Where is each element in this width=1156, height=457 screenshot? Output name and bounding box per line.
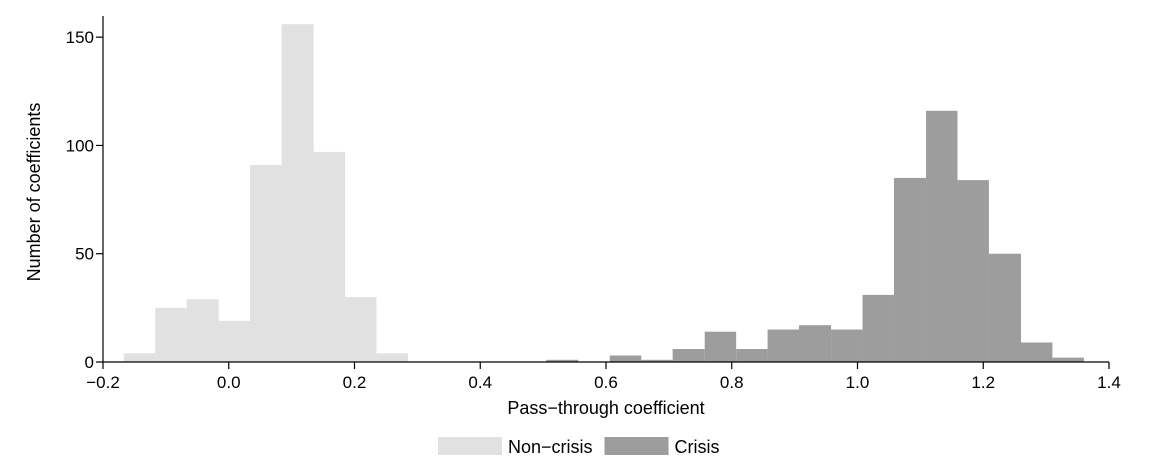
bar-crisis-2 [641,359,673,362]
x-tick-label: 0.8 [720,373,744,392]
x-tick-label: 0.6 [594,373,618,392]
y-axis-title: Number of coefficients [24,103,44,282]
bar-crisis-6 [767,329,800,362]
bar-crisis-11 [926,110,958,362]
legend-label-crisis: Crisis [675,437,720,457]
bar-crisis-10 [893,177,927,362]
y-tick-label: 50 [75,245,94,264]
bar-noncrisis-5 [281,24,314,362]
x-tick-label: 1.2 [971,373,995,392]
legend-label-noncrisis: Non−crisis [508,437,593,457]
bar-noncrisis-0 [123,353,156,362]
y-tick-label: 100 [66,136,94,155]
bar-crisis-15 [1052,357,1084,362]
bar-noncrisis-7 [345,297,377,362]
x-tick-label: 0.0 [217,373,241,392]
legend: Non−crisis Crisis [438,437,720,457]
x-axis-title: Pass−through coefficient [507,398,704,418]
y-tick-label: 150 [66,28,94,47]
x-tick-label: 0.2 [343,373,367,392]
bar-crisis-3 [672,349,705,362]
bar-noncrisis-8 [376,353,408,362]
bar-crisis-1 [609,355,642,362]
bars-layer [123,24,1084,362]
y-tick-label: 0 [85,353,94,372]
x-tick-label: 0.4 [468,373,492,392]
bar-noncrisis-1 [155,307,187,362]
bar-noncrisis-4 [250,164,282,362]
bar-crisis-13 [988,253,1021,362]
x-tick-label: −0.2 [86,373,120,392]
bar-crisis-0 [546,359,579,362]
bar-noncrisis-3 [218,320,251,362]
axes-layer: 0 50 100 150 −0.2 0.0 0.2 0.4 0.6 0.8 1.0 1.2 1.4 [66,16,1121,392]
bar-crisis-8 [831,329,863,362]
legend-swatch-crisis [604,437,669,455]
bar-noncrisis-2 [186,299,219,362]
bar-crisis-4 [704,331,737,362]
bar-crisis-5 [736,349,768,362]
bar-crisis-9 [862,294,894,362]
bar-crisis-14 [1020,342,1053,362]
bar-crisis-12 [957,180,989,362]
bar-noncrisis-6 [313,151,346,362]
legend-swatch-noncrisis [438,437,502,455]
bar-crisis-7 [799,325,832,362]
x-tick-label: 1.0 [846,373,870,392]
x-tick-label: 1.4 [1097,373,1121,392]
